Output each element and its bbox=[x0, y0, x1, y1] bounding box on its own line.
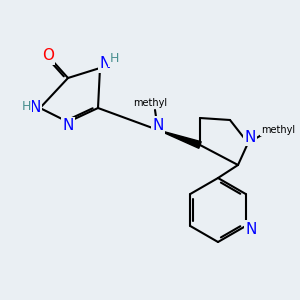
Text: N: N bbox=[152, 118, 164, 133]
Text: N: N bbox=[62, 118, 74, 134]
Text: methyl: methyl bbox=[261, 125, 295, 135]
Text: methyl: methyl bbox=[133, 98, 167, 108]
Text: N: N bbox=[245, 221, 256, 236]
Text: H: H bbox=[109, 52, 119, 65]
Text: N: N bbox=[29, 100, 41, 116]
Text: N: N bbox=[99, 56, 111, 71]
Polygon shape bbox=[158, 130, 201, 148]
Text: H: H bbox=[21, 100, 31, 113]
Text: N: N bbox=[244, 130, 256, 145]
Text: O: O bbox=[42, 49, 54, 64]
